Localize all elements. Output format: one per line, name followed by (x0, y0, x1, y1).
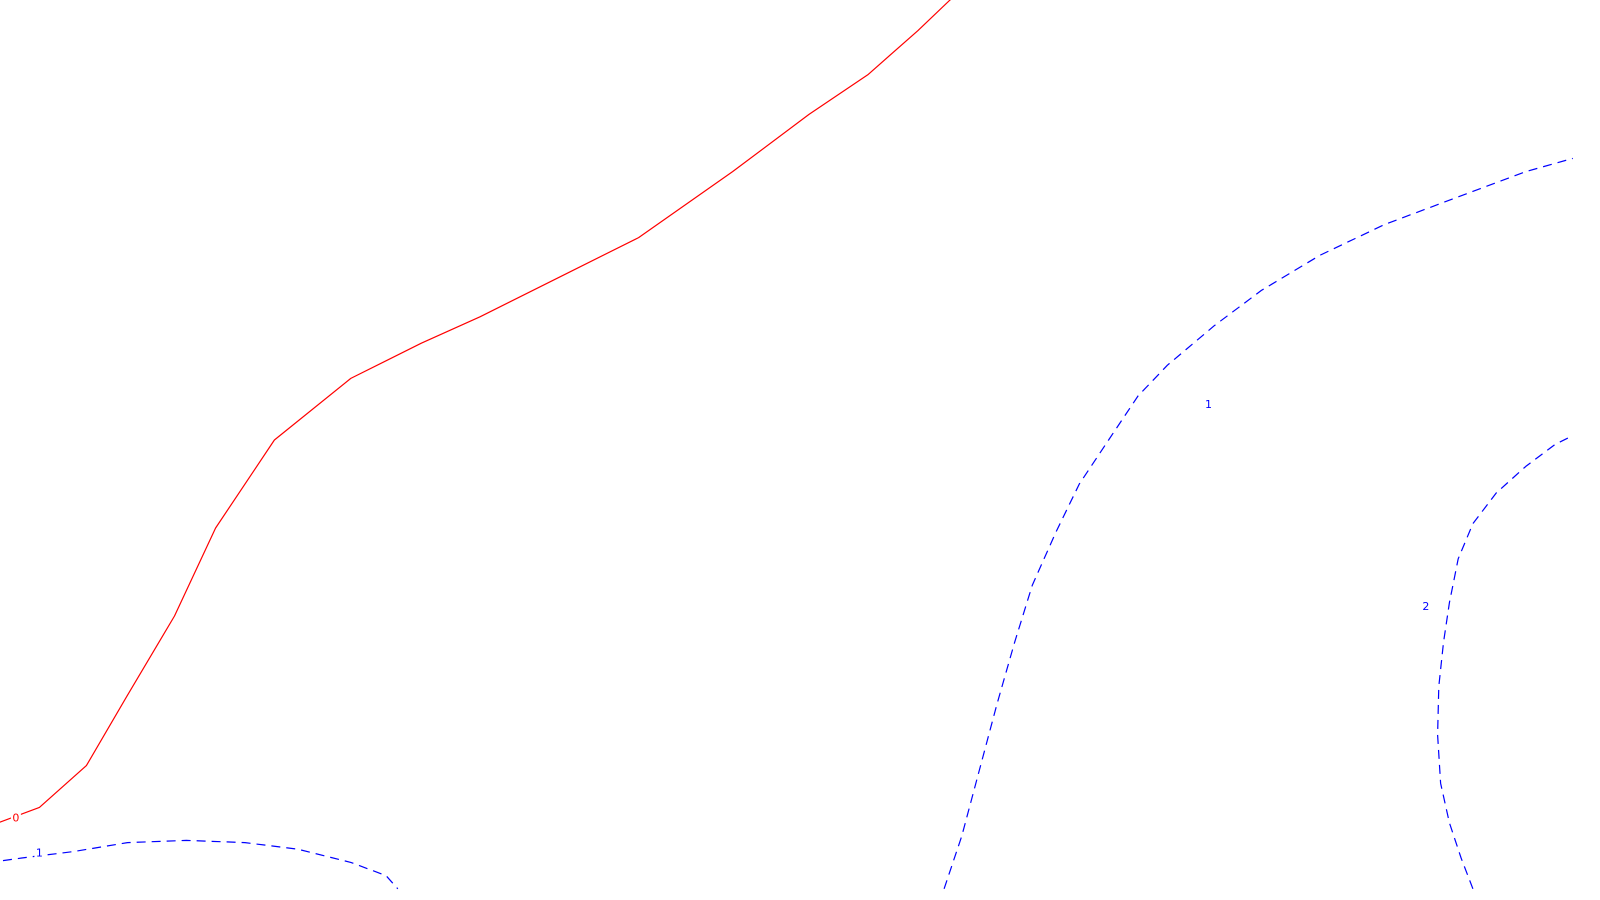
contour-line-level-0-0-0 (0, 0, 952, 823)
contour-lines (0, 0, 1574, 890)
contour-label-bg (1203, 398, 1214, 411)
contour-label-1-1-0: 1 (1205, 398, 1212, 411)
contour-label-bg (10, 812, 21, 825)
contour-label-0-0-0: 0 (12, 811, 19, 824)
contour-line-level-2-2-0 (1437, 435, 1574, 890)
contour-label-2-2-0: 2 (1422, 600, 1429, 613)
contour-label-1-3-0: 1 (36, 847, 43, 860)
contour-label-bg (1420, 601, 1431, 614)
contour-label-bg (34, 847, 45, 860)
contour-labels: 0 1 2 1 (10, 398, 1431, 860)
contour-line-level-1-3-0 (0, 839, 399, 890)
contour-line-level-1-1-0 (943, 157, 1573, 889)
